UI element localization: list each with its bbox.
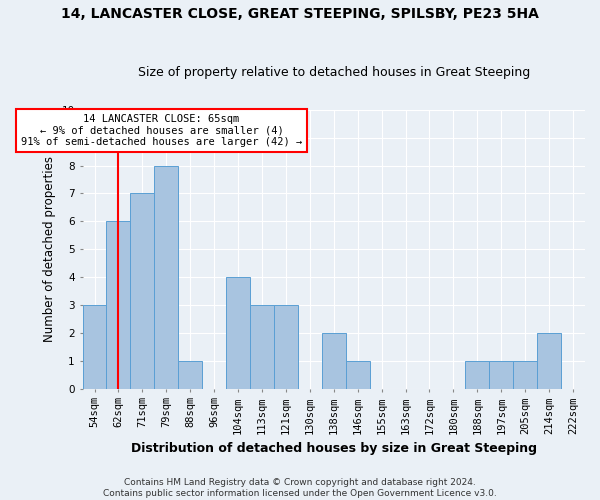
Bar [250, 305, 274, 388]
Bar [466, 360, 489, 388]
Bar [537, 333, 561, 388]
Bar [130, 194, 154, 388]
Bar [154, 166, 178, 388]
Bar [106, 222, 130, 388]
Text: 14, LANCASTER CLOSE, GREAT STEEPING, SPILSBY, PE23 5HA: 14, LANCASTER CLOSE, GREAT STEEPING, SPI… [61, 8, 539, 22]
Bar [346, 360, 370, 388]
X-axis label: Distribution of detached houses by size in Great Steeping: Distribution of detached houses by size … [131, 442, 537, 455]
Bar [489, 360, 513, 388]
Y-axis label: Number of detached properties: Number of detached properties [43, 156, 56, 342]
Bar [513, 360, 537, 388]
Text: 14 LANCASTER CLOSE: 65sqm
← 9% of detached houses are smaller (4)
91% of semi-de: 14 LANCASTER CLOSE: 65sqm ← 9% of detach… [21, 114, 302, 147]
Bar [83, 305, 106, 388]
Bar [178, 360, 202, 388]
Bar [322, 333, 346, 388]
Text: Contains HM Land Registry data © Crown copyright and database right 2024.
Contai: Contains HM Land Registry data © Crown c… [103, 478, 497, 498]
Bar [226, 277, 250, 388]
Bar [274, 305, 298, 388]
Title: Size of property relative to detached houses in Great Steeping: Size of property relative to detached ho… [137, 66, 530, 80]
